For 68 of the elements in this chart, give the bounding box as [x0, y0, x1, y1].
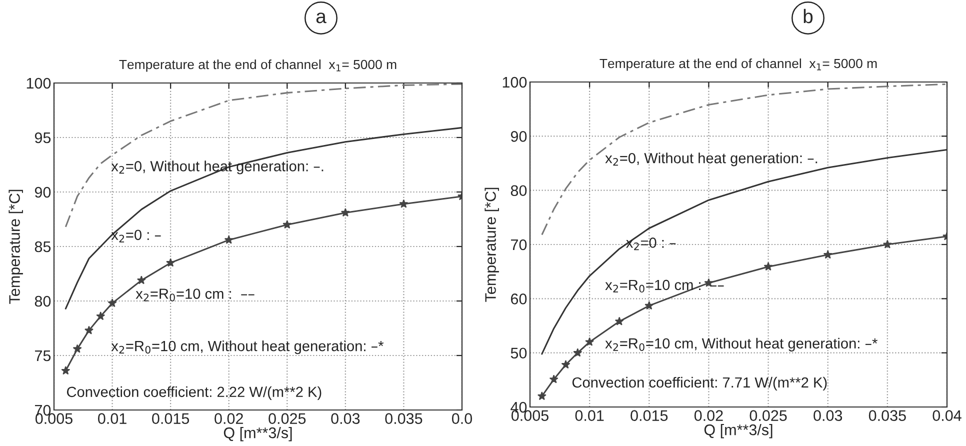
x-tick-label: 0.035 — [868, 410, 906, 421]
y-axis-title: Temperature [*C] — [8, 190, 23, 304]
x-tick-label: 0.0 — [452, 413, 472, 424]
point — [399, 199, 408, 208]
x-axis-title: Q [m**3/s] — [224, 427, 292, 442]
annotation: x$_{2}$=0, Without heat generation: –. — [605, 152, 818, 166]
x-tick-label: 0.03 — [814, 410, 842, 421]
x-tick-label: 0.02 — [214, 413, 243, 424]
point — [549, 374, 558, 384]
point — [166, 258, 176, 267]
point — [96, 312, 106, 320]
chart-title: Temperature at the end of channel x$_{1}$= 5000 m — [119, 59, 396, 72]
line-series — [541, 83, 947, 236]
annotation: x$_{2}$=0 : – — [111, 230, 161, 242]
x-tick-label: 0.01 — [575, 410, 604, 421]
x-tick-label: 0.04 — [932, 410, 962, 421]
y-tick-label: 100 — [26, 78, 51, 89]
annotation: x$_{2}$=R$_{0}$=10 cm, Without heat generation: –* — [605, 338, 878, 352]
point — [340, 208, 350, 217]
x-tick-label: 0.02 — [694, 410, 723, 421]
y-tick-label: 90 — [510, 131, 527, 142]
x-tick-label: 0.01 — [98, 413, 126, 424]
y-tick-label: 70 — [511, 239, 527, 250]
annotation: x$_{2}$=0 : – — [626, 238, 676, 250]
point — [882, 240, 892, 248]
x-tick-label: 0.015 — [152, 413, 190, 424]
text: b — [804, 8, 813, 24]
x-tick-label: 0.025 — [750, 410, 787, 421]
point — [282, 220, 292, 229]
annotation: Convection coefficient: 7.71 W/(m**2 K) — [572, 376, 827, 391]
point — [764, 262, 773, 271]
y-tick-label: 90 — [34, 186, 51, 198]
y-axis-title: Temperature [*C] — [484, 188, 499, 302]
point — [585, 337, 594, 346]
annotation: x$_{2}$=R$_{0}$=10 cm : –– — [136, 288, 254, 302]
chart-title: Temperature at the end of channel x$_{1}$= 5000 m — [600, 58, 877, 71]
x-axis-title: Q [m**3/s] — [704, 424, 772, 438]
point — [704, 278, 714, 287]
point — [823, 250, 832, 259]
annotation: x$_{2}$=R$_{0}$=10 cm, Without heat generation: –* — [111, 340, 384, 354]
y-tick-label: 85 — [34, 241, 51, 252]
text: a — [316, 12, 326, 24]
point — [84, 326, 94, 334]
x-tick-label: 0.025 — [268, 413, 306, 424]
annotation: x$_{2}$=R$_{0}$=10 cm : –– — [605, 280, 724, 293]
point — [136, 276, 146, 284]
annotation: x$_{2}$=0, Without heat generation: –. — [111, 160, 324, 174]
y-tick-label: 100 — [502, 76, 527, 88]
annotation: Convection coefficient: 2.22 W/(m**2 K) — [66, 386, 322, 400]
point — [61, 366, 70, 375]
y-tick-label: 60 — [511, 294, 527, 304]
y-tick-label: 50 — [510, 348, 527, 359]
point — [561, 360, 570, 369]
y-tick-label: 80 — [34, 296, 51, 307]
x-tick-label: 0.035 — [385, 413, 422, 424]
x-tick-label: 0.015 — [630, 410, 668, 421]
x-tick-label: 0.03 — [331, 413, 360, 424]
point — [537, 391, 546, 400]
point — [72, 344, 82, 353]
point — [108, 298, 117, 308]
point — [224, 235, 234, 244]
y-tick-label: 75 — [35, 350, 51, 362]
point — [614, 316, 624, 326]
y-tick-label: 95 — [34, 132, 51, 144]
y-tick-label: 80 — [510, 185, 527, 196]
line-series — [64, 83, 462, 228]
point — [573, 348, 582, 357]
point — [644, 301, 654, 310]
